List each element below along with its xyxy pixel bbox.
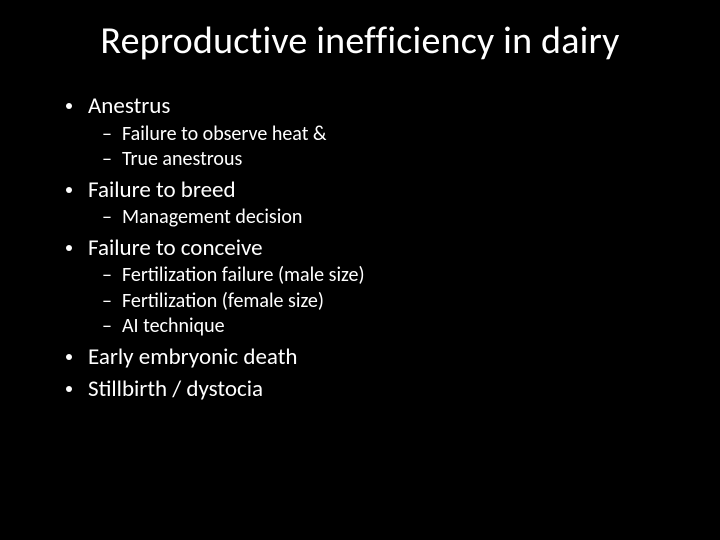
dash-icon: – xyxy=(102,147,112,171)
bullet-anestrus: Anestrus xyxy=(66,92,668,121)
slide: Reproductive inefficiency in dairy Anest… xyxy=(0,0,720,540)
bullet-label: Failure to breed xyxy=(88,176,236,205)
bullet-failure-breed: Failure to breed xyxy=(66,176,668,205)
bullet-stillbirth: Stillbirth / dystocia xyxy=(66,375,668,404)
subbullet-label: Management decision xyxy=(122,205,302,229)
dash-icon: – xyxy=(102,122,112,146)
subbullet: – Fertilization failure (male size) xyxy=(102,263,668,287)
bullet-label: Stillbirth / dystocia xyxy=(88,375,263,404)
bullet-label: Anestrus xyxy=(88,92,170,121)
subbullet-label: Fertilization failure (male size) xyxy=(122,263,365,287)
bullet-dot-icon xyxy=(66,354,72,360)
bullet-label: Early embryonic death xyxy=(88,343,297,372)
subbullet-label: Fertilization (female size) xyxy=(122,289,324,313)
bullet-dot-icon xyxy=(66,103,72,109)
slide-title: Reproductive inefficiency in dairy xyxy=(52,18,668,64)
subbullet: – Management decision xyxy=(102,205,668,229)
subbullet: – True anestrous xyxy=(102,147,668,171)
subbullet-label: Failure to observe heat & xyxy=(122,122,327,146)
bullet-dot-icon xyxy=(66,386,72,392)
bullet-failure-conceive: Failure to conceive xyxy=(66,234,668,263)
dash-icon: – xyxy=(102,263,112,287)
bullet-label: Failure to conceive xyxy=(88,234,263,263)
dash-icon: – xyxy=(102,289,112,313)
subbullet: – Fertilization (female size) xyxy=(102,289,668,313)
bullet-dot-icon xyxy=(66,187,72,193)
subbullet: – Failure to observe heat & xyxy=(102,122,668,146)
subbullet-label: AI technique xyxy=(122,314,225,338)
dash-icon: – xyxy=(102,314,112,338)
subbullet: – AI technique xyxy=(102,314,668,338)
bullet-dot-icon xyxy=(66,245,72,251)
subbullet-label: True anestrous xyxy=(122,147,242,171)
bullet-embryonic-death: Early embryonic death xyxy=(66,343,668,372)
dash-icon: – xyxy=(102,205,112,229)
